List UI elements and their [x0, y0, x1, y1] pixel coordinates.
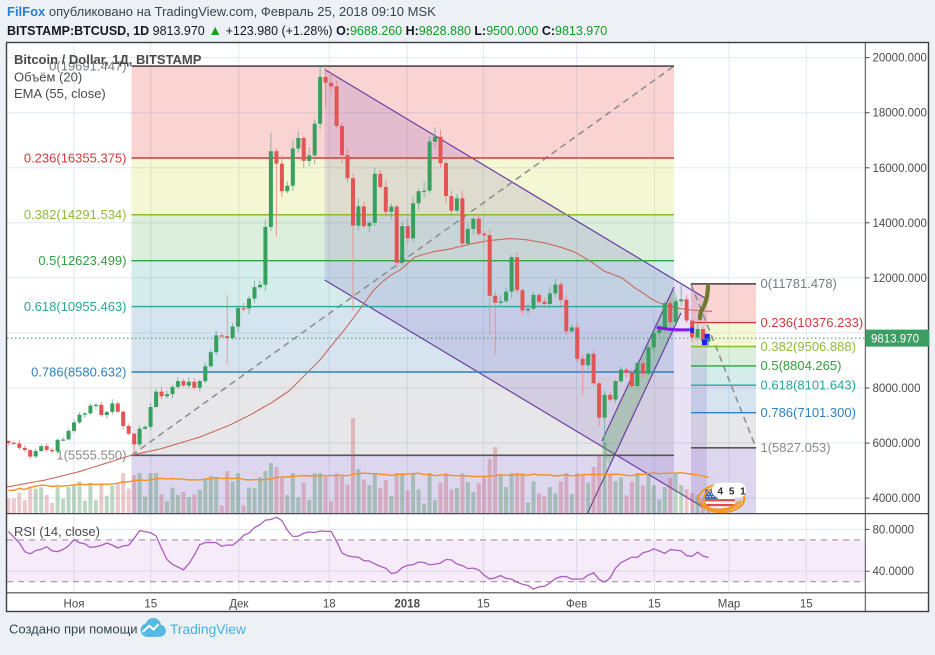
svg-text:18: 18: [323, 599, 336, 611]
svg-text:Bitcoin / Dollar, 1Д, BITSTAMP: Bitcoin / Dollar, 1Д, BITSTAMP: [14, 52, 202, 67]
svg-text:Ноя: Ноя: [64, 599, 85, 611]
svg-text:8000.000: 8000.000: [873, 383, 921, 395]
svg-text:Мар: Мар: [718, 599, 741, 611]
svg-text:0.236(10376.233): 0.236(10376.233): [761, 315, 864, 330]
svg-text:0.5(8804.265): 0.5(8804.265): [761, 358, 842, 373]
svg-text:9813.970: 9813.970: [871, 333, 919, 345]
svg-text:6000.000: 6000.000: [873, 438, 921, 450]
svg-text:15: 15: [477, 599, 490, 611]
svg-text:20000.000: 20000.000: [873, 53, 927, 65]
svg-text:Фев: Фев: [566, 599, 587, 611]
svg-text:14000.000: 14000.000: [873, 218, 927, 230]
svg-text:0.5(12623.499): 0.5(12623.499): [38, 253, 126, 268]
svg-text:15: 15: [800, 599, 813, 611]
svg-text:12000.000: 12000.000: [873, 273, 927, 285]
svg-text:0.236(16355.375): 0.236(16355.375): [24, 150, 127, 165]
svg-text:80.0000: 80.0000: [873, 524, 915, 536]
svg-text:0.786(8580.632): 0.786(8580.632): [31, 364, 126, 379]
svg-text:FilFox опубликовано на Trading: FilFox опубликовано на TradingView.com, …: [7, 4, 436, 19]
svg-text:16000.000: 16000.000: [873, 163, 927, 175]
svg-text:0.786(7101.300): 0.786(7101.300): [761, 405, 856, 420]
svg-text:0.618(10955.463): 0.618(10955.463): [24, 299, 127, 314]
svg-text:1(5555.550): 1(5555.550): [56, 448, 126, 463]
svg-text:0.382(9506.888): 0.382(9506.888): [761, 339, 856, 354]
svg-text:EMA (55, close): EMA (55, close): [14, 86, 106, 101]
svg-text:Объём (20): Объём (20): [14, 70, 82, 85]
svg-text:15: 15: [648, 599, 661, 611]
svg-text:Дек: Дек: [229, 599, 249, 611]
svg-text:Создано при помощи: Создано при помощи: [9, 622, 138, 637]
svg-text:40.0000: 40.0000: [873, 566, 915, 578]
svg-text:1(5827.053): 1(5827.053): [761, 440, 831, 455]
svg-text:0(11781.478): 0(11781.478): [761, 276, 837, 291]
svg-text:18000.000: 18000.000: [873, 108, 927, 120]
svg-text:4 5 1: 4 5 1: [718, 487, 748, 498]
svg-text:0.618(8101.643): 0.618(8101.643): [761, 378, 856, 393]
svg-text:2018: 2018: [394, 599, 420, 611]
svg-text:0(19691.447): 0(19691.447): [49, 58, 126, 73]
svg-text:15: 15: [144, 599, 157, 611]
svg-text:BITSTAMP:BTCUSD, 1D 9813.970 ▲: BITSTAMP:BTCUSD, 1D 9813.970 ▲ +123.980 …: [7, 22, 607, 38]
svg-text:0.382(14291.534): 0.382(14291.534): [24, 207, 127, 222]
svg-text:TradingView: TradingView: [170, 622, 246, 637]
svg-text:4000.000: 4000.000: [873, 493, 921, 505]
svg-text:RSI (14, close): RSI (14, close): [14, 524, 100, 539]
